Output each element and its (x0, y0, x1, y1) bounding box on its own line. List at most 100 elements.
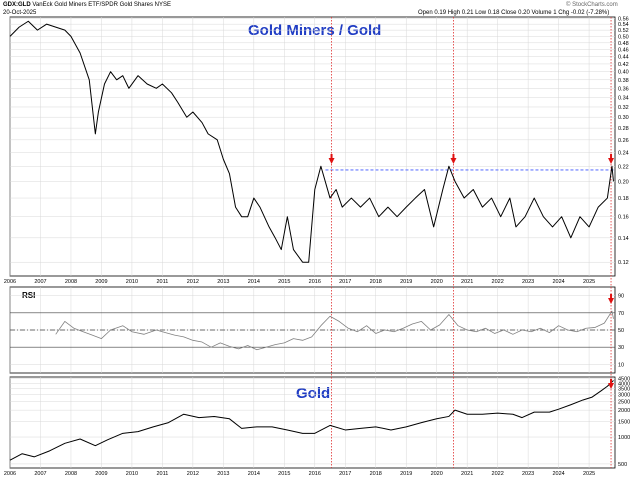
y-tick-label: 0.56 (618, 16, 629, 22)
y-tick-label: 0.42 (618, 62, 629, 68)
x-tick-label: 2020 (431, 279, 443, 285)
x-tick-label: 2020 (431, 471, 443, 477)
y-tick-label: 0.36 (618, 86, 629, 92)
x-tick-label: 2018 (370, 471, 382, 477)
down-arrow-marker-stem (452, 154, 455, 159)
low-value: 0.18 (487, 10, 500, 16)
symbol-line: GDX:GLD VanEck Gold Miners ETF/SPDR Gold… (3, 2, 171, 8)
x-tick-label: 2025 (583, 279, 595, 285)
panel-frame-0 (9, 16, 616, 277)
y-tick-label: 0.22 (618, 164, 629, 170)
x-tick-label: 2010 (126, 279, 138, 285)
y-tick-label: 0.38 (618, 78, 629, 84)
x-tick-label: 2017 (339, 471, 351, 477)
chg-value: -0.02 (-7.28%) (570, 10, 610, 16)
x-tick-label: 2013 (217, 279, 229, 285)
description-label: VanEck Gold Miners ETF/SPDR Gold Shares … (32, 2, 171, 8)
y-tick-label: 0.50 (618, 34, 629, 40)
x-tick-label: 2017 (339, 279, 351, 285)
x-tick-label: 2019 (400, 279, 412, 285)
x-tick-label: 2007 (34, 279, 46, 285)
x-tick-label: 2008 (65, 279, 77, 285)
x-tick-label: 2024 (552, 471, 564, 477)
y-tick-label: 0.18 (618, 196, 629, 202)
x-tick-label: 2010 (126, 471, 138, 477)
high-value: 0.21 (461, 10, 474, 16)
x-tick-label: 2011 (156, 471, 168, 477)
y-tick-label: 4000 (618, 381, 630, 387)
y-tick-label: 0.20 (618, 179, 629, 185)
panel-frame-2 (9, 376, 616, 469)
y-tick-label: 0.52 (618, 28, 629, 34)
open-value: 0.19 (434, 10, 447, 16)
gold-price-line (9, 380, 614, 461)
down-arrow-marker-stem (330, 154, 333, 159)
y-tick-label: 1500 (618, 419, 630, 425)
y-tick-label: 0.26 (618, 138, 629, 144)
y-tick-label: 0.32 (618, 105, 629, 111)
y-tick-label: 90 (618, 294, 624, 300)
close-value: 0.20 (518, 10, 530, 16)
down-arrow-marker-stem (610, 294, 613, 299)
y-tick-label: 0.12 (618, 260, 629, 266)
y-tick-label: 50 (618, 328, 624, 334)
x-tick-label: 2022 (492, 279, 504, 285)
x-tick-label: 2021 (461, 279, 473, 285)
y-tick-label: 0.30 (618, 115, 629, 121)
date-label: 20-Oct-2025 (3, 10, 37, 16)
x-tick-label: 2023 (522, 471, 534, 477)
y-tick-label: 0.48 (618, 41, 629, 47)
gold-panel-title: Gold (296, 385, 331, 402)
gdx-gld-ratio-line (9, 20, 614, 263)
y-tick-label: 0.28 (618, 126, 629, 132)
y-tick-label: 0.34 (618, 95, 629, 101)
rsi-line (55, 310, 614, 351)
down-arrow-marker-stem (610, 379, 613, 384)
y-tick-label: 3000 (618, 392, 630, 398)
y-tick-label: 10 (618, 362, 624, 368)
x-tick-label: 2019 (400, 471, 412, 477)
x-tick-label: 2015 (278, 471, 290, 477)
x-tick-label: 2022 (492, 471, 504, 477)
x-tick-label: 2006 (4, 279, 16, 285)
x-tick-label: 2012 (187, 471, 199, 477)
ohlc-line: Open 0.19 High 0.21 Low 0.18 Close 0.20 … (418, 10, 610, 16)
x-tick-label: 2016 (309, 471, 321, 477)
x-tick-label: 2023 (522, 279, 534, 285)
x-tick-label: 2025 (583, 471, 595, 477)
x-tick-label: 2008 (65, 471, 77, 477)
y-tick-label: 0.16 (618, 215, 629, 221)
x-tick-label: 2011 (156, 279, 168, 285)
x-tick-label: 2014 (248, 471, 260, 477)
y-tick-label: 500 (618, 462, 627, 468)
down-arrow-marker (450, 158, 457, 164)
x-tick-label: 2018 (370, 279, 382, 285)
y-tick-label: 2000 (618, 408, 630, 414)
x-tick-label: 2013 (217, 471, 229, 477)
y-tick-label: 0.54 (618, 22, 629, 28)
y-tick-label: 2500 (618, 399, 630, 405)
y-tick-label: 0.46 (618, 48, 629, 54)
x-tick-label: 2021 (461, 471, 473, 477)
y-tick-label: 0.24 (618, 151, 629, 157)
y-tick-label: 3500 (618, 386, 630, 392)
x-tick-label: 2012 (187, 279, 199, 285)
y-tick-label: 1000 (618, 435, 630, 441)
volume-value: 1 (553, 10, 557, 16)
down-arrow-marker (328, 158, 335, 164)
x-tick-label: 2009 (95, 471, 107, 477)
y-tick-label: 30 (618, 345, 624, 351)
y-tick-label: 0.40 (618, 70, 629, 76)
x-tick-label: 2014 (248, 279, 260, 285)
x-tick-label: 2006 (4, 471, 16, 477)
x-tick-label: 2024 (552, 279, 564, 285)
y-tick-label: 0.44 (618, 55, 629, 61)
x-tick-label: 2015 (278, 279, 290, 285)
watermark: © StockCharts.com (566, 2, 618, 8)
y-tick-label: 0.14 (618, 236, 629, 242)
down-arrow-marker (608, 158, 615, 164)
symbol-label: GDX:GLD (3, 2, 31, 8)
down-arrow-marker (608, 383, 615, 389)
down-arrow-marker-stem (610, 154, 613, 159)
